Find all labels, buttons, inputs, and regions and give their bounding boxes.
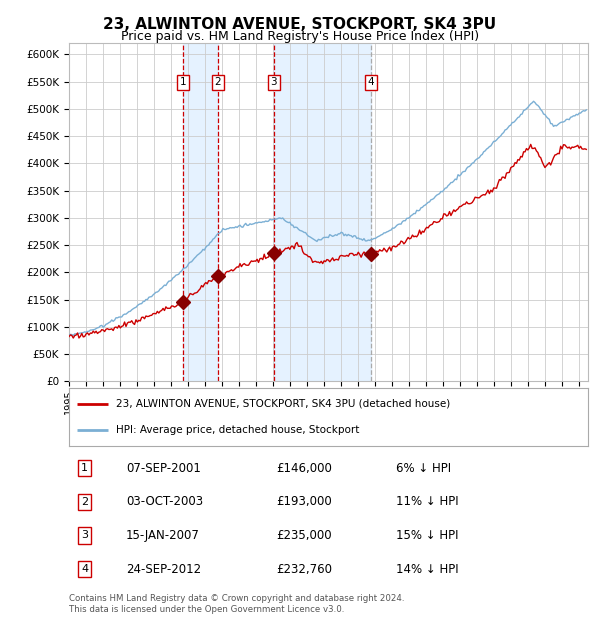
Text: 15-JAN-2007: 15-JAN-2007 [126,529,200,542]
Text: 3: 3 [271,78,277,87]
Text: £235,000: £235,000 [277,529,332,542]
Text: HPI: Average price, detached house, Stockport: HPI: Average price, detached house, Stoc… [116,425,359,435]
Text: £232,760: £232,760 [277,562,332,575]
Text: 1: 1 [179,78,186,87]
Text: £146,000: £146,000 [277,462,332,475]
Text: 15% ↓ HPI: 15% ↓ HPI [396,529,458,542]
Text: 14% ↓ HPI: 14% ↓ HPI [396,562,458,575]
Text: 11% ↓ HPI: 11% ↓ HPI [396,495,458,508]
Text: 1: 1 [81,463,88,473]
Text: 4: 4 [81,564,88,574]
Text: Price paid vs. HM Land Registry's House Price Index (HPI): Price paid vs. HM Land Registry's House … [121,30,479,43]
Text: 2: 2 [215,78,221,87]
Text: 07-SEP-2001: 07-SEP-2001 [126,462,201,475]
Text: Contains HM Land Registry data © Crown copyright and database right 2024.
This d: Contains HM Land Registry data © Crown c… [69,595,404,614]
Text: 4: 4 [367,78,374,87]
Text: £193,000: £193,000 [277,495,332,508]
Text: 23, ALWINTON AVENUE, STOCKPORT, SK4 3PU: 23, ALWINTON AVENUE, STOCKPORT, SK4 3PU [103,17,497,32]
Text: 6% ↓ HPI: 6% ↓ HPI [396,462,451,475]
Text: 3: 3 [81,531,88,541]
Bar [183,43,218,381]
Text: 2: 2 [81,497,88,507]
Text: 03-OCT-2003: 03-OCT-2003 [126,495,203,508]
Bar [274,43,371,381]
Text: 24-SEP-2012: 24-SEP-2012 [126,562,201,575]
Text: 23, ALWINTON AVENUE, STOCKPORT, SK4 3PU (detached house): 23, ALWINTON AVENUE, STOCKPORT, SK4 3PU … [116,399,450,409]
